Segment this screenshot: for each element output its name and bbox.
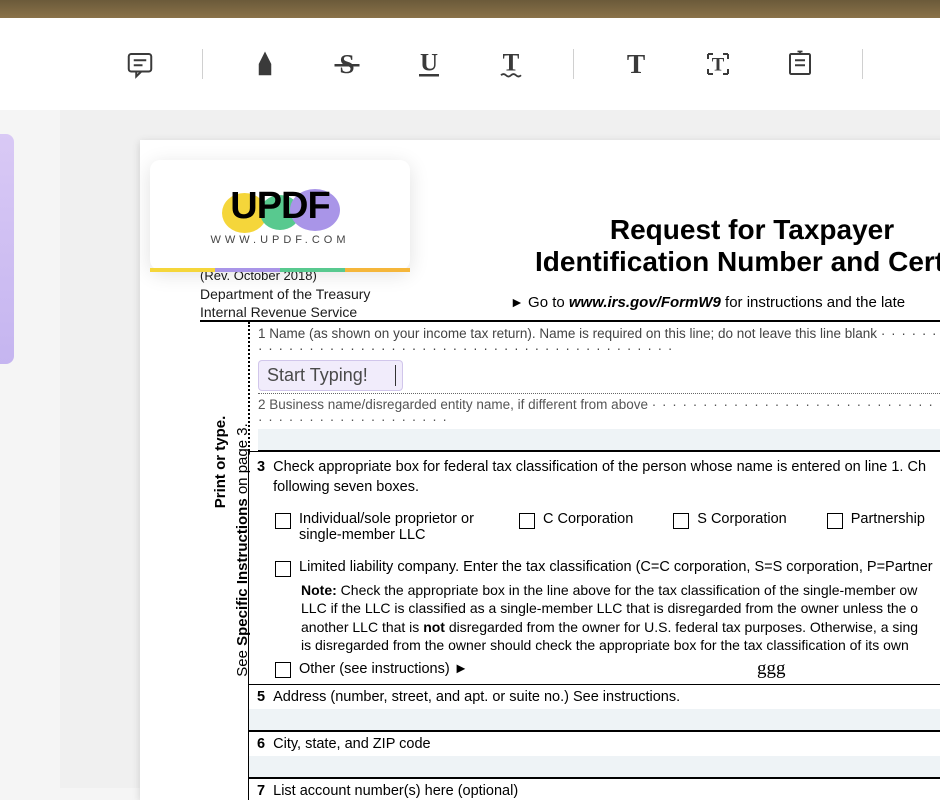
side-panel-tab[interactable] — [0, 134, 14, 364]
line-1-label: 1 Name (as shown on your income tax retu… — [258, 322, 940, 356]
line-6-label: 6 City, state, and ZIP code — [248, 731, 940, 756]
goto-url: www.irs.gov/FormW9 — [569, 294, 721, 311]
annotation-toolbar: S U T T T — [0, 18, 940, 110]
checkbox-individual[interactable] — [275, 513, 291, 529]
checkbox-partnership[interactable] — [827, 513, 843, 529]
classification-checkboxes: Individual/sole proprietor or single-mem… — [257, 511, 940, 543]
line-3-section: 3 Check appropriate box for federal tax … — [248, 451, 940, 684]
llc-row: Limited liability company. Enter the tax… — [257, 559, 940, 577]
document-viewport: UPDF WWW.UPDF.COM (Rev. October 2018) De… — [60, 110, 940, 788]
textbox-icon[interactable]: T — [698, 44, 738, 84]
toolbar-divider — [573, 49, 574, 79]
comment-icon[interactable] — [120, 44, 160, 84]
checkbox-llc[interactable] — [275, 561, 291, 577]
form-title-l1: Request for Taxpayer — [535, 214, 940, 246]
goto-suffix: for instructions and the late — [725, 294, 905, 311]
svg-text:U: U — [420, 49, 438, 76]
sticky-note-icon[interactable] — [780, 44, 820, 84]
line-3-label: 3 Check appropriate box for federal tax … — [257, 458, 940, 497]
watermark-underline — [150, 268, 410, 272]
svg-text:T: T — [503, 49, 520, 76]
line-2-field[interactable] — [258, 429, 940, 451]
cb-label-partnership: Partnership — [851, 511, 925, 527]
line-1-section: 1 Name (as shown on your income tax retu… — [248, 322, 940, 451]
line-6-field[interactable] — [248, 756, 940, 778]
cb-label-ccorp: C Corporation — [543, 511, 633, 527]
text-icon[interactable]: T — [616, 44, 656, 84]
toolbar-divider — [202, 49, 203, 79]
other-row: Other (see instructions) ► ggg — [257, 660, 940, 678]
squiggly-icon[interactable]: T — [491, 44, 531, 84]
toolbar-divider — [862, 49, 863, 79]
checkbox-scorp[interactable] — [673, 513, 689, 529]
line-7-label: 7 List account number(s) here (optional) — [248, 778, 940, 800]
side-label-print: Print or type. — [212, 322, 229, 602]
svg-text:T: T — [627, 49, 645, 79]
llc-label: Limited liability company. Enter the tax… — [299, 559, 933, 577]
cb-label-scorp: S Corporation — [697, 511, 786, 527]
form-title: Request for Taxpayer Identification Numb… — [535, 214, 940, 278]
goto-line: ► Go to www.irs.gov/FormW9 for instructi… — [510, 294, 905, 311]
pdf-page[interactable]: UPDF WWW.UPDF.COM (Rev. October 2018) De… — [140, 140, 940, 800]
goto-prefix: Go to — [528, 294, 565, 311]
highlighter-icon[interactable] — [245, 44, 285, 84]
other-label: Other (see instructions) ► — [299, 661, 468, 677]
watermark-logo: UPDF — [230, 185, 329, 228]
form-title-l2: Identification Number and Certifi — [535, 246, 940, 278]
svg-text:T: T — [712, 54, 725, 75]
window-chrome-bar — [0, 0, 940, 18]
line-5-label: 5 Address (number, street, and apt. or s… — [248, 684, 940, 709]
line-5-field[interactable] — [248, 709, 940, 731]
other-field-value[interactable]: ggg — [757, 658, 786, 680]
strikethrough-icon[interactable]: S — [327, 44, 367, 84]
cb-label-individual: Individual/sole proprietor or single-mem… — [299, 511, 479, 543]
form-body: 1 Name (as shown on your income tax retu… — [248, 322, 940, 800]
checkbox-ccorp[interactable] — [519, 513, 535, 529]
checkbox-other[interactable] — [275, 662, 291, 678]
svg-text:S: S — [339, 49, 354, 79]
llc-note: Note: Check the appropriate box in the l… — [257, 581, 940, 654]
line-2-label: 2 Business name/disregarded entity name,… — [258, 393, 940, 427]
watermark-logo-text: UPDF — [230, 185, 329, 227]
underline-icon[interactable]: U — [409, 44, 449, 84]
updf-watermark: UPDF WWW.UPDF.COM — [150, 160, 410, 270]
watermark-url: WWW.UPDF.COM — [210, 234, 349, 246]
name-input-active[interactable]: Start Typing! — [258, 360, 403, 391]
